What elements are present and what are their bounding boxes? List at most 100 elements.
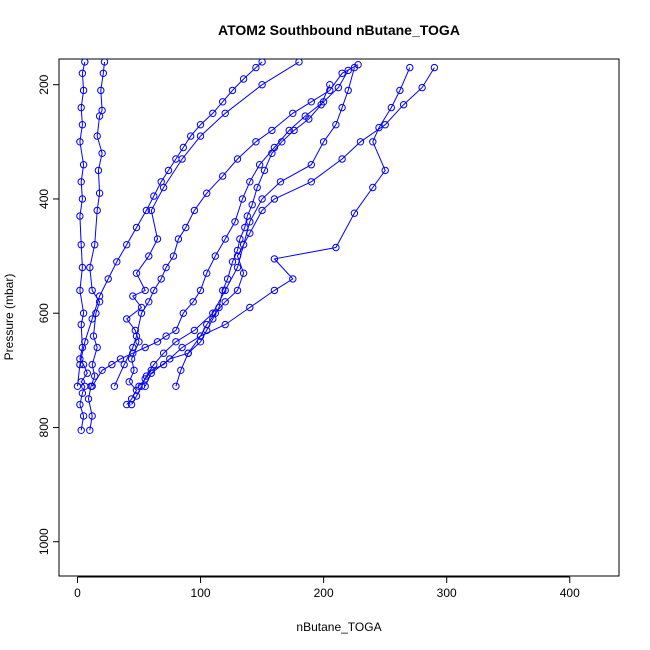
data-point (98, 149, 106, 158)
data-point (189, 298, 197, 306)
data-point (289, 275, 297, 283)
data-point (99, 69, 108, 78)
data-point (276, 178, 285, 186)
data-point (79, 161, 88, 169)
data-point (132, 269, 141, 277)
data-point (290, 126, 298, 135)
data-point (332, 243, 340, 252)
series-7 (110, 60, 362, 390)
data-point (268, 126, 276, 135)
data-point (169, 252, 178, 260)
data-point (77, 320, 85, 329)
data-point (88, 382, 96, 390)
data-point (221, 109, 229, 118)
data-point (344, 86, 352, 95)
data-point (236, 235, 244, 243)
data-point (430, 63, 439, 72)
data-point (93, 132, 101, 140)
x-tick-label: 200 (314, 586, 334, 600)
data-point (233, 246, 242, 255)
data-point (77, 426, 85, 434)
data-point (164, 166, 173, 175)
data-point (76, 138, 84, 146)
data-point (93, 343, 101, 352)
data-point (350, 209, 359, 217)
x-tick-label: 100 (191, 586, 211, 600)
data-point (76, 286, 84, 295)
series-10 (73, 59, 266, 390)
y-tick-label: 1000 (37, 528, 51, 555)
data-point (387, 103, 395, 112)
data-point (196, 132, 205, 140)
data-point (239, 75, 248, 83)
series-line (113, 64, 359, 387)
data-point (338, 69, 346, 78)
series-4 (127, 63, 359, 409)
series-2 (84, 59, 109, 434)
data-point (179, 309, 188, 317)
data-point (326, 86, 334, 95)
data-point (233, 252, 242, 260)
data-point (239, 269, 248, 277)
data-point (97, 86, 105, 95)
series-line (126, 61, 300, 405)
data-point (190, 326, 199, 335)
data-point (338, 155, 346, 163)
data-point (381, 121, 389, 129)
data-point (223, 275, 232, 283)
y-axis-label: Pressure (mbar) (2, 274, 16, 361)
data-point (317, 101, 325, 109)
data-point (95, 189, 104, 197)
data-point (255, 161, 264, 169)
data-point (356, 138, 365, 146)
data-point (369, 183, 377, 192)
data-point (221, 320, 229, 329)
series-line (77, 61, 263, 387)
data-point (203, 189, 211, 197)
data-point (113, 258, 121, 266)
data-point (211, 252, 220, 260)
data-point (375, 123, 383, 132)
data-point (231, 218, 239, 226)
data-point (93, 206, 101, 215)
data-point (246, 229, 254, 237)
data-point (203, 269, 211, 277)
data-point (258, 195, 266, 203)
data-point (86, 426, 94, 434)
data-point (147, 369, 156, 377)
data-point (253, 183, 261, 192)
data-point (78, 121, 87, 129)
data-point (77, 241, 85, 249)
data-point (95, 298, 104, 306)
data-point (187, 132, 195, 140)
data-point (270, 195, 279, 203)
data-point (221, 235, 229, 243)
data-point (289, 109, 297, 118)
data-point (162, 332, 170, 340)
data-point (182, 223, 190, 232)
data-point (248, 201, 256, 209)
data-point (179, 143, 188, 152)
data-point (172, 155, 180, 163)
data-point (76, 400, 84, 409)
data-point (338, 103, 346, 112)
data-point (174, 235, 183, 243)
data-point (172, 326, 180, 335)
data-point (150, 192, 158, 200)
data-point (354, 60, 362, 69)
data-point (83, 369, 92, 377)
data-point (78, 389, 87, 397)
data-point (79, 309, 88, 317)
data-point (98, 106, 106, 115)
chart-title: ATOM2 Southbound nButane_TOGA (218, 22, 460, 38)
data-point (141, 343, 149, 352)
data-point (307, 161, 315, 169)
data-point (219, 172, 227, 180)
data-point (246, 303, 254, 312)
x-tick-label: 400 (560, 586, 580, 600)
data-point (233, 286, 242, 295)
data-point (172, 338, 180, 346)
data-point (89, 332, 98, 340)
data-point (406, 63, 414, 72)
